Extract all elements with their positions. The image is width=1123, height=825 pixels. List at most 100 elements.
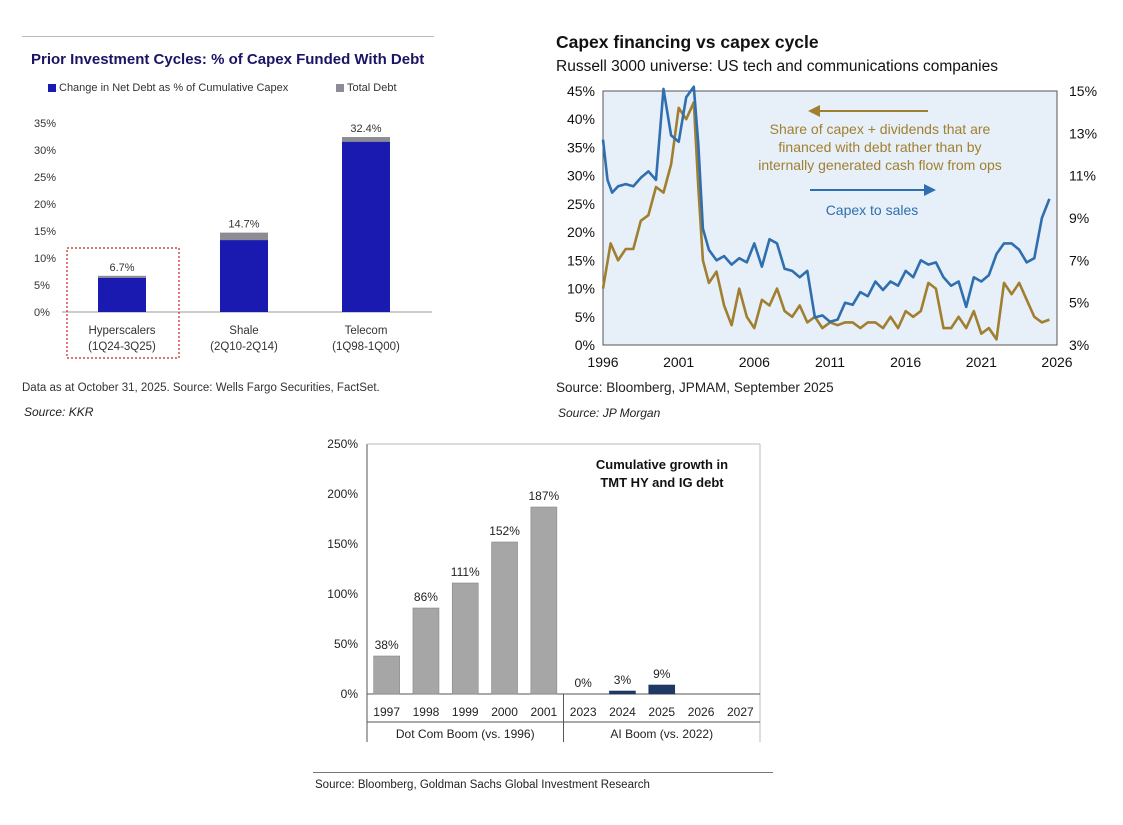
p1-title-rule [22,36,434,37]
p2-annotation-blue: Capex to sales [826,202,919,218]
p3-data-label: 111% [451,565,480,579]
p1-legend-swatch-net-debt [48,84,56,92]
p3-x-tick-label: 2027 [727,705,754,719]
p1-legend-swatch-total-debt [336,84,344,92]
p3-x-tick-label: 2024 [609,705,636,719]
p3-x-tick-label: 2023 [570,705,597,719]
p3-y-tick-label: 50% [334,637,358,651]
p2-series-capex-to-sales [601,85,1051,323]
p3-data-label: 86% [414,590,438,604]
p3-x-tick-label: 1999 [452,705,479,719]
p3-data-label: 38% [375,638,399,652]
p1-data-label: 6.7% [109,262,134,274]
p2-x-tick-label: 2021 [966,354,997,370]
p3-x-tick-label: 2000 [491,705,518,719]
p2-y-left-tick-label: 25% [567,196,595,212]
p3-x-tick-label: 2026 [688,705,715,719]
p3-group-label: AI Boom (vs. 2022) [610,727,713,741]
p1-source-note: Data as at October 31, 2025. Source: Wel… [22,382,380,394]
p3-bar [412,607,440,695]
p1-chart: 0% 5% 10% 15% 20% 25% 30% 35% 6.7% Hyperscalers (1… [34,118,432,359]
p3-data-label: 0% [574,676,592,690]
p2-y-left-tick-label: 20% [567,224,595,240]
p1-y-tick-label: 5% [34,280,50,292]
p3-x-tick-label: 1998 [413,705,440,719]
p2-y-right-tick-label: 13% [1069,125,1097,141]
p2-y-left-tick-label: 10% [567,281,595,297]
p1-x-tick-period: (1Q24-3Q25) [88,341,156,353]
p3-data-label: 152% [489,524,520,538]
p2-y-left-tick-label: 40% [567,111,595,127]
p2-x-tick-label: 1996 [587,354,618,370]
p2-x-tick-label: 2016 [890,354,921,370]
p1-y-tick-label: 15% [34,226,56,238]
p2-chart: 0% 5% 10% 15% 20% 25% 30% 35% 40% 45% 3% 5% 7% 9% 11% 1… [567,83,1097,370]
p2-series-debt-share [601,101,1050,341]
p3-x-tick-label: 1997 [373,705,400,719]
p2-y-left-tick-label: 15% [567,252,595,268]
p3-bar [609,690,636,695]
p1-x-tick-period: (1Q98-1Q00) [332,341,400,353]
p1-y-tick-label: 0% [34,307,50,319]
p3-chart: 0% 50% 100% 150% 200% 250% 38% 1997 86% 1998 111% 1… [327,437,761,742]
p1-y-tick-label: 20% [34,199,56,211]
p3-bar [648,684,676,695]
p2-x-tick-label: 2006 [739,354,770,370]
p1-data-label: 32.4% [350,123,381,135]
p2-x-tick-label: 2011 [815,354,845,370]
p3-bar [491,541,518,695]
p2-y-left-tick-label: 30% [567,168,595,184]
p1-bar-net-debt [342,141,390,312]
p2-annotation-gold: Share of capex + dividends that are [770,121,991,137]
p1-bar-net-debt [220,240,268,312]
p3-data-label: 9% [653,667,671,681]
p1-y-tick-label: 10% [34,253,56,265]
p2-subtitle: Russell 3000 universe: US tech and commu… [556,58,998,75]
p3-title-line: TMT HY and IG debt [600,475,724,490]
p3-title-line: Cumulative growth in [596,457,728,472]
p1-source: Source: KKR [24,405,94,419]
p2-y-left-tick-label: 35% [567,139,595,155]
p3-data-label: 187% [528,489,559,503]
p1-y-tick-label: 35% [34,118,56,130]
p2-arrow-blue-head [924,184,936,196]
p1-legend-label-total-debt: Total Debt [347,82,397,94]
p2-title: Capex financing vs capex cycle [556,32,819,52]
p1-highlight-box [66,247,180,359]
p3-bar [451,582,479,695]
p2-y-right-tick-label: 15% [1069,83,1097,99]
p2-y-left-tick-label: 45% [567,83,595,99]
p3-bar [530,506,558,695]
p2-source: Source: JP Morgan [558,406,661,420]
p2-y-right-tick-label: 3% [1069,337,1089,353]
p2-annotation-gold: internally generated cash flow from ops [758,157,1002,173]
p2-y-left-tick-label: 0% [575,337,595,353]
p1-legend-item-net-debt: Change in Net Debt as % of Cumulative Ca… [48,82,288,94]
p1-bar-net-debt [98,277,146,312]
p3-y-tick-label: 0% [341,687,359,701]
p1-title: Prior Investment Cycles: % of Capex Fund… [31,51,425,68]
p3-data-label: 3% [614,673,632,687]
p3-y-tick-label: 200% [327,487,358,501]
p1-y-tick-label: 25% [34,172,56,184]
p2-plot-area [602,90,1058,346]
p1-legend-label-net-debt: Change in Net Debt as % of Cumulative Ca… [59,82,289,94]
p1-data-label: 14.7% [228,219,259,231]
p1-legend-item-total-debt: Total Debt [336,82,397,94]
p1-x-tick-label: Hyperscalers [88,325,155,337]
p3-source: Source: Bloomberg, Goldman Sachs Global … [315,779,650,791]
p2-y-right-tick-label: 7% [1069,252,1089,268]
p3-y-tick-label: 150% [327,537,358,551]
p2-y-left-tick-label: 5% [575,309,595,325]
p1-x-tick-label: Shale [229,325,258,337]
p2-source-note: Source: Bloomberg, JPMAM, September 2025 [556,380,834,395]
p2-arrow-gold-head [808,105,820,117]
p1-x-tick-label: Telecom [345,325,388,337]
p3-y-tick-label: 250% [327,437,358,451]
p3-source-rule [313,772,773,773]
p2-x-tick-label: 2001 [663,354,694,370]
p2-y-right-tick-label: 11% [1069,168,1096,184]
p3-y-tick-label: 100% [327,587,358,601]
p2-x-tick-label: 2026 [1041,354,1072,370]
p3-bar [373,655,400,695]
